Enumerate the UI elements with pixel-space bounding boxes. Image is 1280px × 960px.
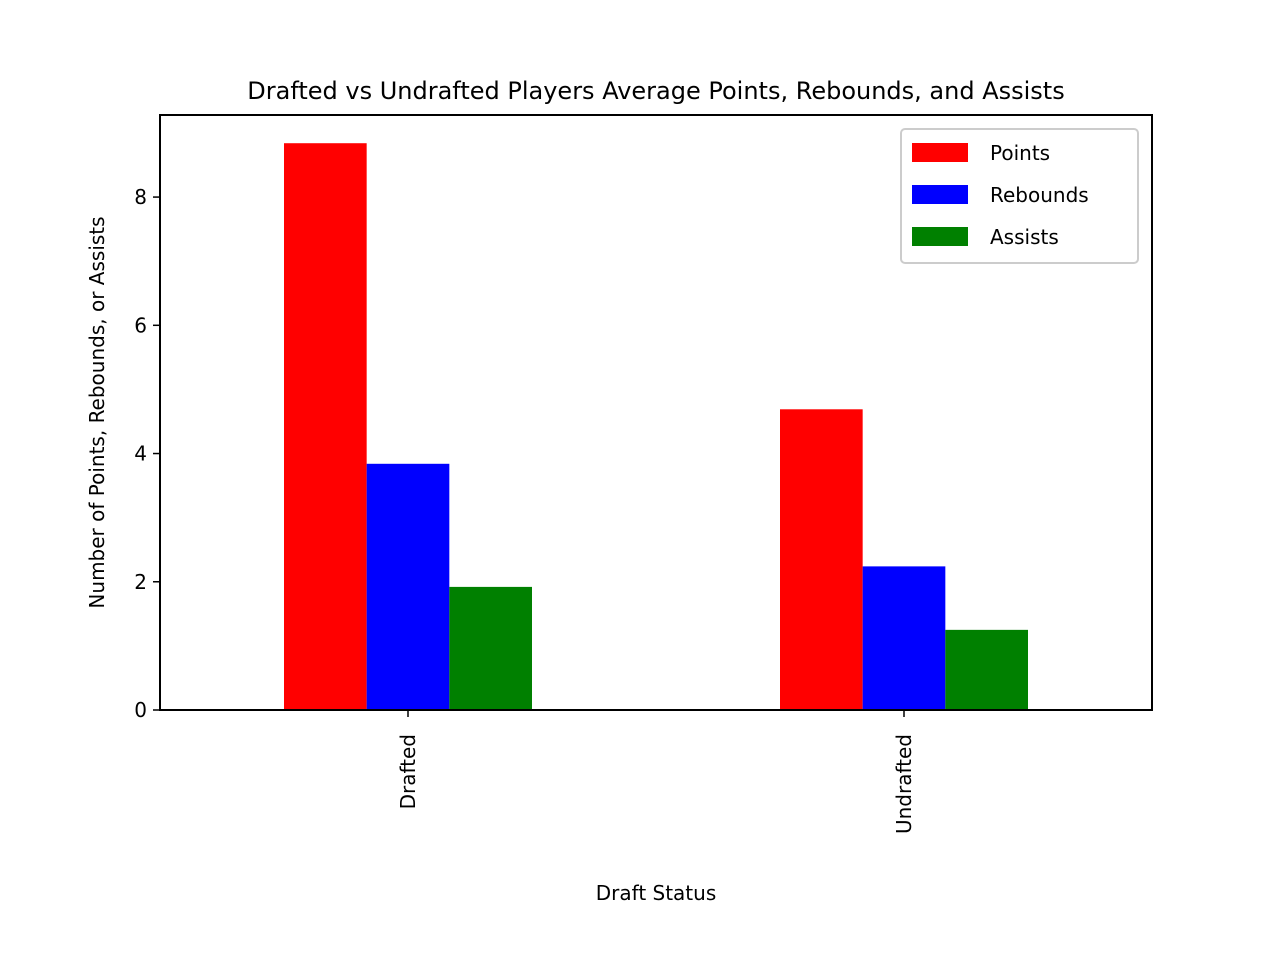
legend: Points Rebounds Assists bbox=[900, 128, 1139, 264]
legend-swatch-assists bbox=[912, 227, 968, 246]
y-tick-label: 6 bbox=[134, 313, 147, 337]
legend-swatch-rebounds bbox=[912, 185, 968, 204]
legend-label-rebounds: Rebounds bbox=[990, 183, 1089, 207]
bars-group bbox=[284, 143, 1028, 711]
plot-area-frame bbox=[159, 114, 1153, 711]
x-axis-label: Draft Status bbox=[596, 881, 717, 905]
chart-title: Drafted vs Undrafted Players Average Poi… bbox=[247, 77, 1064, 105]
bar-rebounds-undrafted bbox=[862, 566, 946, 710]
y-tick-label: 2 bbox=[134, 570, 147, 594]
y-tick-label: 0 bbox=[134, 698, 147, 722]
y-tick-label: 4 bbox=[134, 442, 147, 466]
x-axis-ticks: Drafted Undrafted bbox=[396, 710, 916, 834]
bar-points-drafted bbox=[284, 143, 367, 711]
legend-swatch-points bbox=[912, 143, 968, 162]
legend-label-points: Points bbox=[990, 141, 1050, 165]
x-tick-label: Drafted bbox=[396, 734, 420, 809]
bar-rebounds-drafted bbox=[366, 463, 450, 710]
y-tick-label: 8 bbox=[134, 185, 147, 209]
bar-assists-drafted bbox=[449, 586, 532, 710]
y-axis-label: Number of Points, Rebounds, or Assists bbox=[85, 216, 109, 608]
legend-label-assists: Assists bbox=[990, 225, 1059, 249]
bar-points-undrafted bbox=[780, 409, 863, 710]
x-tick-label: Undrafted bbox=[892, 734, 916, 834]
y-axis-ticks: 0 2 4 6 8 bbox=[134, 185, 160, 722]
bar-assists-undrafted bbox=[945, 629, 1028, 710]
